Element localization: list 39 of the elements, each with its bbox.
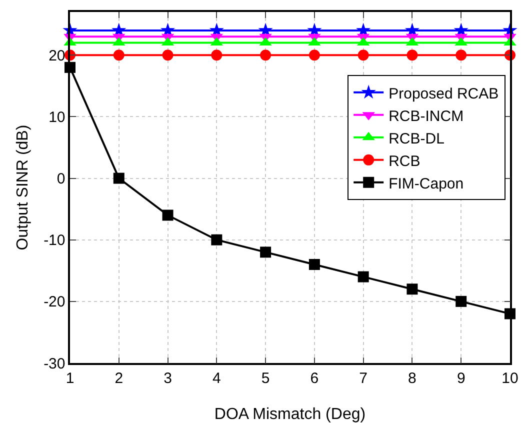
point [456, 296, 467, 307]
x-tick-label: 2 [114, 370, 124, 387]
point [162, 50, 174, 61]
x-tick-label: 4 [212, 370, 221, 387]
y-axis-title: Output SINR (dB) [14, 124, 32, 250]
point [308, 258, 320, 270]
point [308, 50, 320, 61]
point [260, 246, 272, 258]
point [406, 50, 418, 61]
x-axis-title: DOA Mismatch (Deg) [214, 406, 366, 423]
legend-label: RCB [388, 152, 420, 170]
x-tick-label: 9 [456, 370, 466, 387]
y-tick-label: -20 [44, 294, 66, 311]
point [456, 50, 467, 61]
point [358, 271, 369, 282]
x-tick-label: 7 [359, 370, 368, 387]
x-tick-label: 6 [310, 370, 319, 387]
legend-label: FIM-Capon [388, 175, 464, 192]
point [406, 284, 418, 295]
legend-label: RCB-DL [388, 130, 444, 148]
point [211, 50, 222, 61]
point [113, 50, 124, 61]
point [260, 50, 272, 61]
y-tick-label: 10 [48, 108, 66, 126]
legend-label: Proposed RCAB [388, 85, 499, 102]
y-tick-label: -10 [44, 232, 66, 250]
y-tick-label: -30 [44, 355, 66, 372]
point [358, 50, 369, 61]
x-tick-label: 5 [261, 370, 270, 387]
point [211, 234, 222, 246]
legend-label: RCB-INCM [388, 108, 464, 125]
x-tick-label: 8 [408, 370, 416, 387]
y-tick-label: 0 [56, 170, 66, 188]
point [113, 172, 124, 184]
y-tick-label: 20 [48, 47, 66, 64]
x-tick-label: 1 [66, 370, 74, 387]
point [162, 210, 174, 221]
x-tick-label: 10 [502, 370, 518, 387]
x-tick-label: 3 [164, 370, 172, 387]
